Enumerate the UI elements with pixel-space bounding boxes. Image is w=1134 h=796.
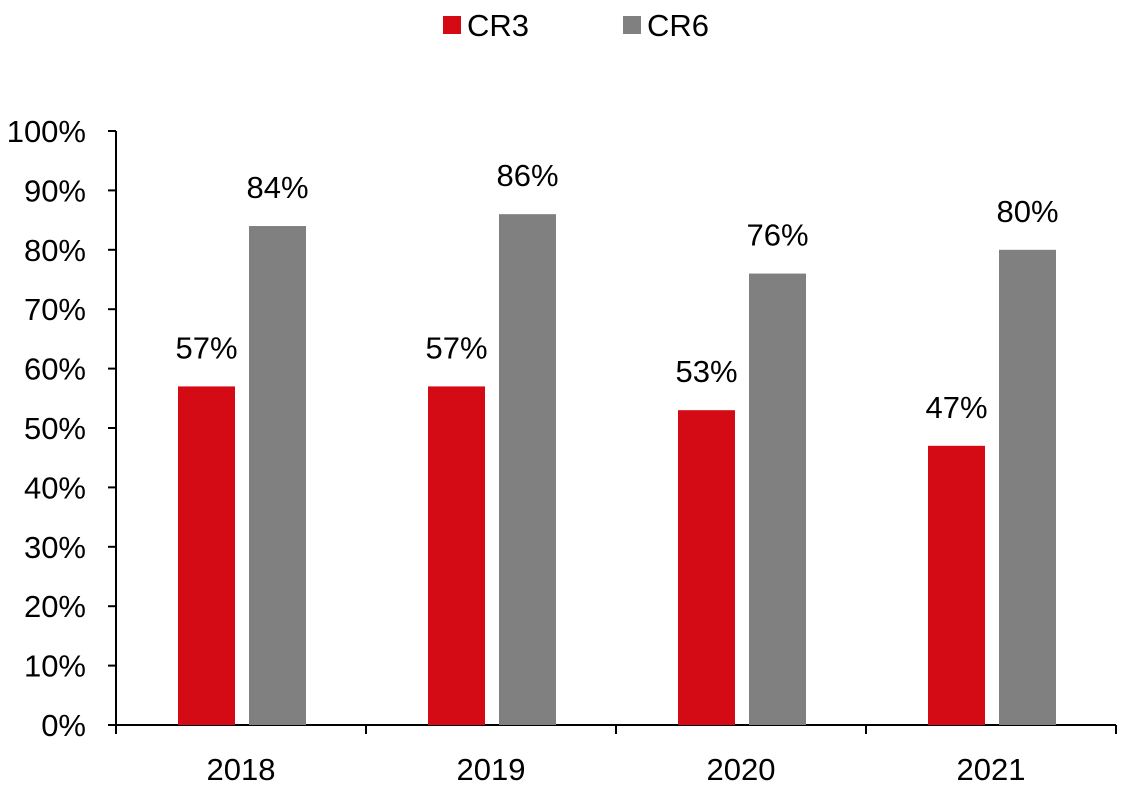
- y-axis: 0% 10% 20% 30% 40% 50% 60% 70% 80% 90% 100%: [7, 114, 117, 743]
- x-axis: 2018 2019 2020 2021: [115, 724, 1117, 787]
- bar-cr6-2020: [749, 273, 806, 725]
- x-tick-label: 2020: [707, 752, 776, 787]
- bar-cr3-2019: [428, 386, 485, 725]
- y-tick-label: 10%: [24, 649, 86, 684]
- x-tick-label: 2018: [207, 752, 276, 787]
- y-tick-label: 90%: [24, 173, 86, 208]
- legend-swatch-cr3: [443, 16, 461, 34]
- bar-cr6-2019: [499, 214, 556, 725]
- data-label: 76%: [746, 218, 808, 253]
- y-tick-label: 40%: [24, 470, 86, 505]
- legend-swatch-cr6: [623, 16, 641, 34]
- y-tick-label: 80%: [24, 233, 86, 268]
- bar-cr3-2020: [678, 410, 735, 725]
- bar-cr6-2018: [249, 226, 306, 726]
- y-tick-label: 30%: [24, 530, 86, 565]
- data-labels: 57% 57% 53% 47% 84% 86% 76% 80%: [175, 158, 1058, 425]
- x-tick-label: 2019: [457, 752, 526, 787]
- legend: CR3 CR6: [443, 8, 709, 43]
- y-tick-label: 50%: [24, 411, 86, 446]
- y-tick-label: 100%: [7, 114, 86, 149]
- legend-label: CR3: [467, 8, 529, 43]
- y-tick-label: 70%: [24, 292, 86, 327]
- bar-cr3-2018: [178, 386, 235, 725]
- y-tick-label: 60%: [24, 352, 86, 387]
- y-tick-label: 0%: [41, 708, 86, 743]
- data-label: 53%: [675, 354, 737, 389]
- bar-cr3-2021: [928, 445, 985, 725]
- data-label: 80%: [996, 194, 1058, 229]
- data-label: 57%: [425, 330, 487, 365]
- data-label: 47%: [925, 390, 987, 425]
- data-label: 84%: [246, 170, 308, 205]
- bars: [178, 214, 1056, 726]
- data-label: 86%: [496, 158, 558, 193]
- legend-label: CR6: [647, 8, 709, 43]
- bar-cr6-2021: [999, 249, 1056, 726]
- x-tick-label: 2021: [957, 752, 1026, 787]
- y-tick-label: 20%: [24, 589, 86, 624]
- data-label: 57%: [175, 330, 237, 365]
